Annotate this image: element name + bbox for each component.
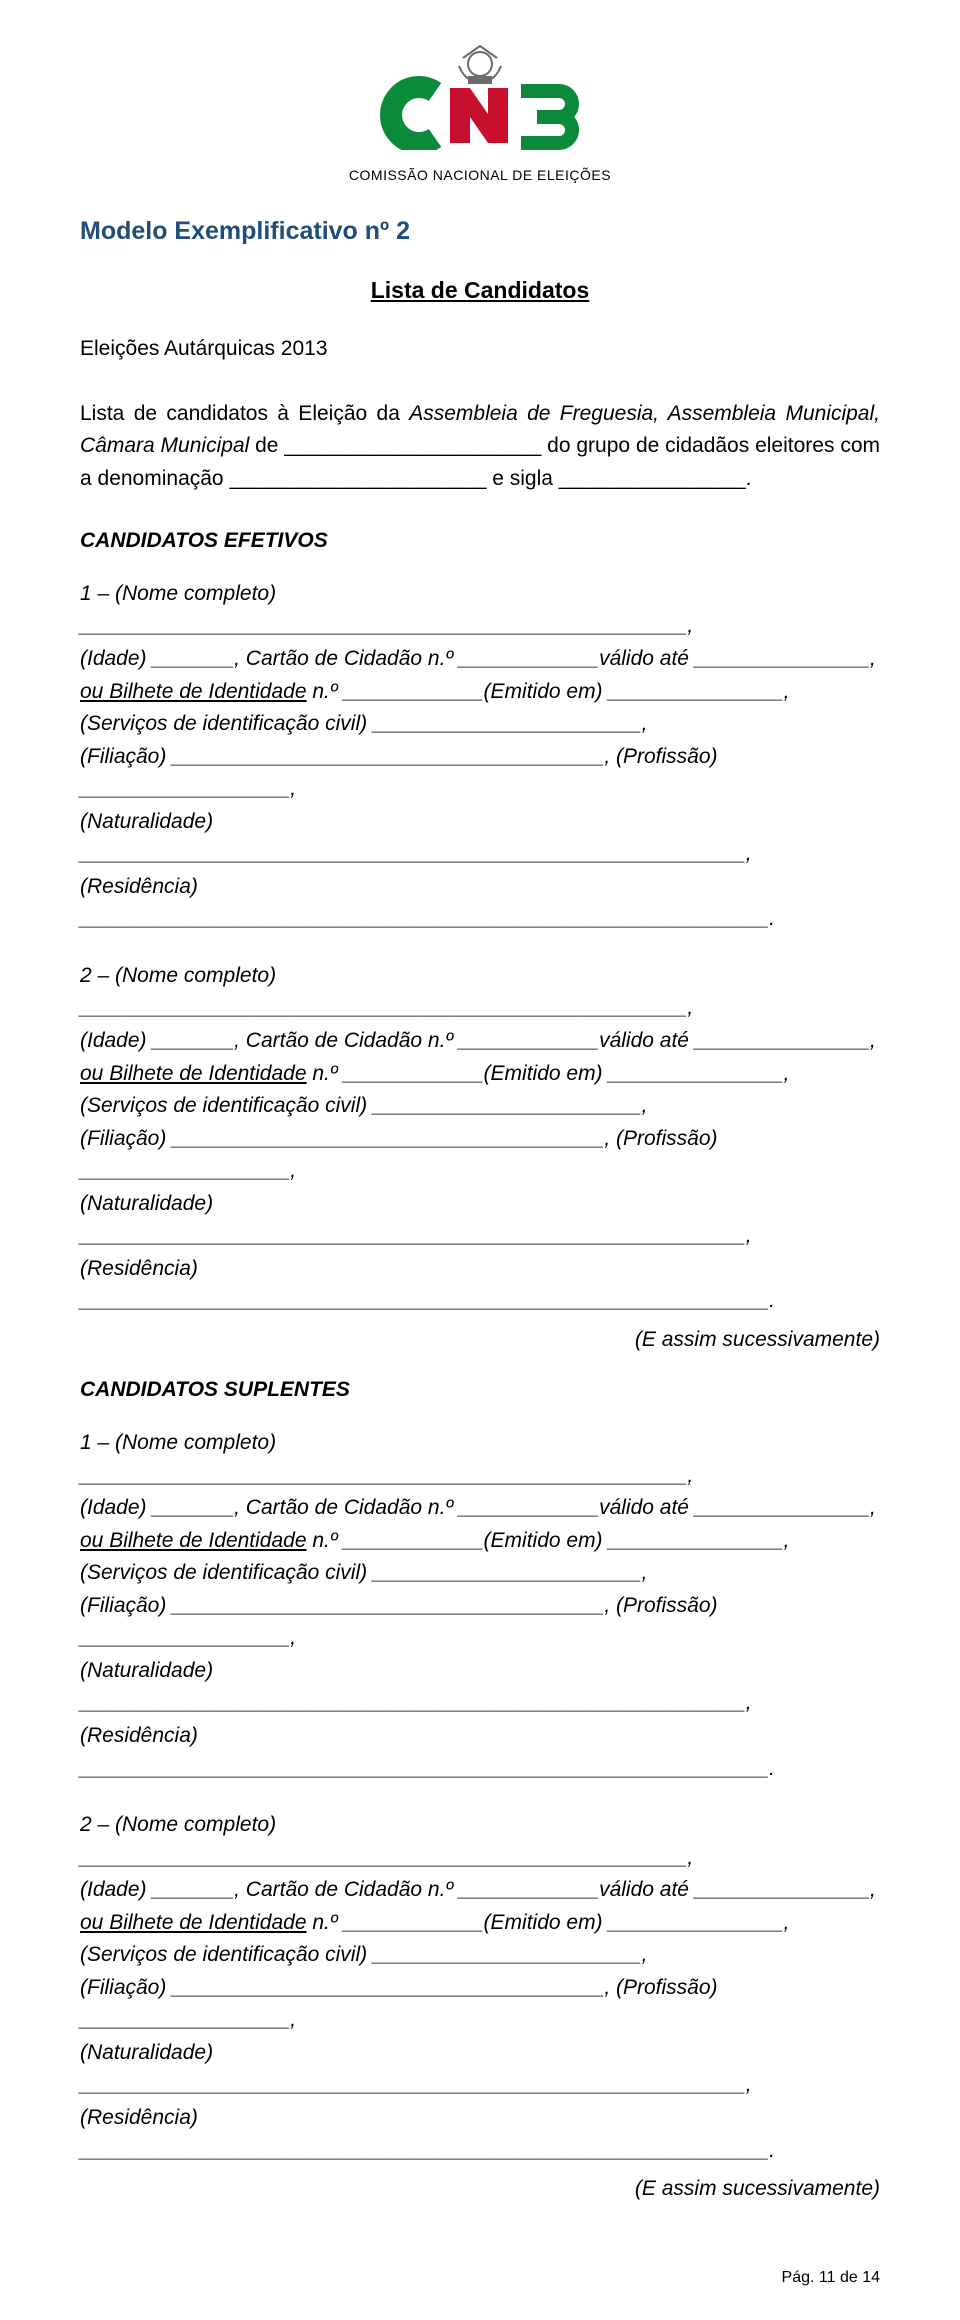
intro-prefix: Eleições Autárquicas 2013 <box>80 333 880 366</box>
header-logo: COMISSÃO NACIONAL DE ELEIÇÕES <box>80 40 880 186</box>
entry-line-1: 1 – (Nome completo) ____________________… <box>80 578 880 643</box>
candidate-entry: 2 – (Nome completo) ____________________… <box>80 1809 880 2167</box>
intro-block: Eleições Autárquicas 2013 Lista de candi… <box>80 333 880 496</box>
entry-line-4: (Filiação) _____________________________… <box>80 741 880 806</box>
entry-line-5: (Naturalidade) _________________________… <box>80 1655 880 1720</box>
section-efetivos: CANDIDATOS EFETIVOS <box>80 525 880 558</box>
successively-2: (E assim sucessivamente) <box>80 2173 880 2206</box>
entry-line-5: (Naturalidade) _________________________… <box>80 806 880 871</box>
candidate-entry: 1 – (Nome completo) ____________________… <box>80 578 880 936</box>
candidate-entry: 2 – (Nome completo) ____________________… <box>80 960 880 1318</box>
entry-line-4: (Filiação) _____________________________… <box>80 1590 880 1655</box>
successively-1: (E assim sucessivamente) <box>80 1324 880 1357</box>
entry-line-2: (Idade) _______, Cartão de Cidadão n.º _… <box>80 1492 880 1525</box>
entry-line-5: (Naturalidade) _________________________… <box>80 2037 880 2102</box>
entry-line-1: 2 – (Nome completo) ____________________… <box>80 960 880 1025</box>
entry-line-3: ou Bilhete de Identidade n.º ___________… <box>80 1907 880 1972</box>
entry-line-1: 1 – (Nome completo) ____________________… <box>80 1427 880 1492</box>
entry-line-3: ou Bilhete de Identidade n.º ___________… <box>80 1058 880 1123</box>
entry-line-6: (Residência) ___________________________… <box>80 1720 880 1785</box>
entry-line-2: (Idade) _______, Cartão de Cidadão n.º _… <box>80 1874 880 1907</box>
entry-line-2: (Idade) _______, Cartão de Cidadão n.º _… <box>80 1025 880 1058</box>
entry-line-5: (Naturalidade) _________________________… <box>80 1188 880 1253</box>
cne-logo-icon <box>365 40 595 150</box>
entry-line-2: (Idade) _______, Cartão de Cidadão n.º _… <box>80 643 880 676</box>
entry-line-6: (Residência) ___________________________… <box>80 871 880 936</box>
entry-line-4: (Filiação) _____________________________… <box>80 1123 880 1188</box>
section-suplentes: CANDIDATOS SUPLENTES <box>80 1374 880 1407</box>
intro-body: Lista de candidatos à Eleição da Assembl… <box>80 398 880 496</box>
entry-line-4: (Filiação) _____________________________… <box>80 1972 880 2037</box>
intro-a: Lista de candidatos à Eleição da <box>80 402 409 425</box>
logo-caption: COMISSÃO NACIONAL DE ELEIÇÕES <box>80 165 880 187</box>
model-title: Modelo Exemplificativo nº 2 <box>80 212 880 251</box>
entry-line-3: ou Bilhete de Identidade n.º ___________… <box>80 676 880 741</box>
entry-line-3: ou Bilhete de Identidade n.º ___________… <box>80 1525 880 1590</box>
page-footer: Pág. 11 de 14 <box>80 2266 880 2291</box>
candidate-entry: 1 – (Nome completo) ____________________… <box>80 1427 880 1785</box>
entry-line-1: 2 – (Nome completo) ____________________… <box>80 1809 880 1874</box>
list-title: Lista de Candidatos <box>80 273 880 309</box>
entry-line-6: (Residência) ___________________________… <box>80 2102 880 2167</box>
entry-line-6: (Residência) ___________________________… <box>80 1253 880 1318</box>
